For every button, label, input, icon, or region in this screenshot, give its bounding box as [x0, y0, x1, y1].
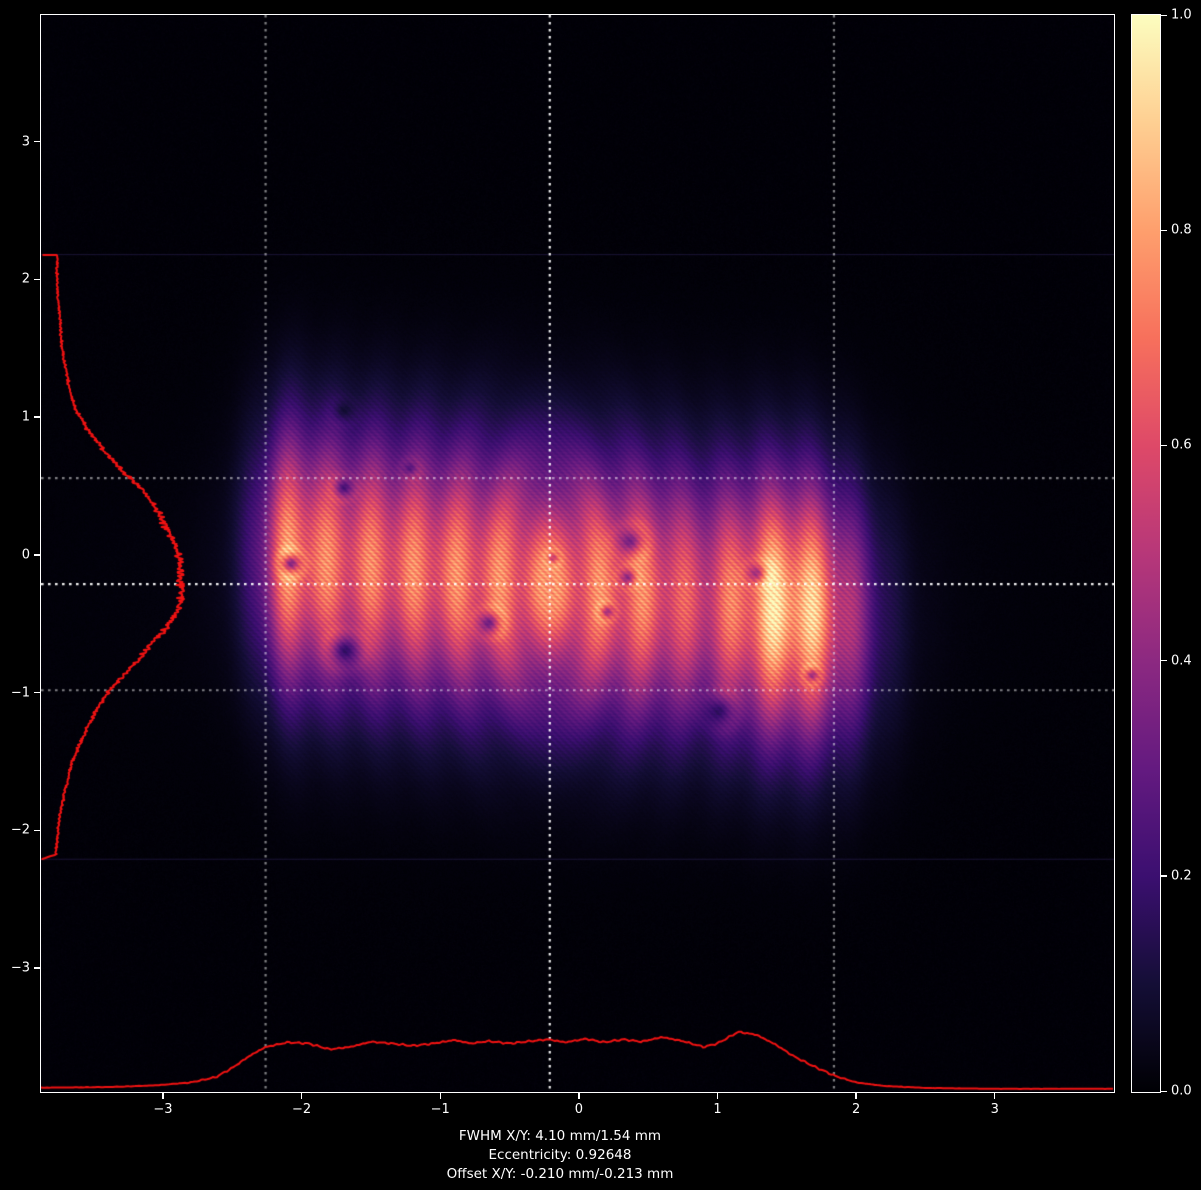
eccentricity-readout: Eccentricity: 0.92648 [488, 1147, 632, 1163]
colorbar-tick-label: 0.2 [1171, 868, 1192, 884]
markers-and-profiles-canvas [41, 15, 1114, 1092]
y-axis-tick [34, 416, 40, 418]
y-axis-tick [34, 691, 40, 694]
colorbar-tick [1161, 1090, 1167, 1092]
y-axis-tick-label: −1 [10, 685, 30, 701]
colorbar-tick-label: 1.0 [1171, 7, 1192, 23]
colorbar-gradient [1132, 15, 1160, 1092]
fwhm-readout: FWHM X/Y: 4.10 mm/1.54 mm [458, 1128, 662, 1144]
y-axis-tick-label: −2 [10, 822, 30, 838]
x-axis-tick [300, 1093, 303, 1099]
x-axis-tick [994, 1093, 996, 1099]
y-axis-tick-label: 2 [21, 271, 30, 287]
colorbar-tick-label: 0.4 [1171, 653, 1192, 669]
x-axis-tick [439, 1093, 441, 1099]
colorbar-tick [1161, 875, 1167, 877]
x-axis-tick-label: −3 [153, 1102, 173, 1117]
y-axis-tick-label: −3 [10, 960, 30, 976]
x-axis-tick-label: −2 [292, 1102, 312, 1117]
colorbar-tick-label: 0.0 [1171, 1083, 1192, 1099]
x-axis-tick-label: 0 [574, 1102, 584, 1117]
x-axis-tick [855, 1093, 857, 1099]
colorbar-tick-label: 0.8 [1171, 222, 1192, 238]
x-axis-tick [716, 1093, 719, 1099]
x-axis-tick-label: −1 [430, 1102, 450, 1117]
y-axis-tick [34, 141, 40, 143]
x-axis-tick-label: 2 [852, 1102, 861, 1117]
y-axis-tick-label: 1 [21, 409, 30, 425]
colorbar-tick [1161, 229, 1167, 232]
x-axis-tick [162, 1093, 164, 1099]
x-axis-tick [578, 1093, 580, 1099]
x-axis-tick-label: 3 [990, 1102, 999, 1117]
colorbar-tick [1161, 660, 1167, 662]
colorbar-tick-label: 0.6 [1171, 437, 1192, 453]
x-axis-tick-label: 1 [713, 1102, 722, 1117]
beam-stats-readout: FWHM X/Y: 4.10 mm/1.54 mm Eccentricity: … [447, 1127, 674, 1184]
y-axis-tick-label: 3 [21, 134, 30, 150]
y-axis-tick [34, 554, 40, 556]
colorbar [1131, 14, 1161, 1093]
colorbar-tick [1161, 14, 1167, 16]
y-axis-tick [34, 278, 40, 281]
y-axis-tick [34, 829, 40, 831]
offset-readout: Offset X/Y: -0.210 mm/-0.213 mm [446, 1166, 674, 1182]
plot-area [40, 14, 1115, 1093]
y-axis-tick-label: 0 [21, 547, 30, 563]
y-axis-tick [34, 967, 40, 969]
colorbar-tick [1161, 444, 1167, 447]
